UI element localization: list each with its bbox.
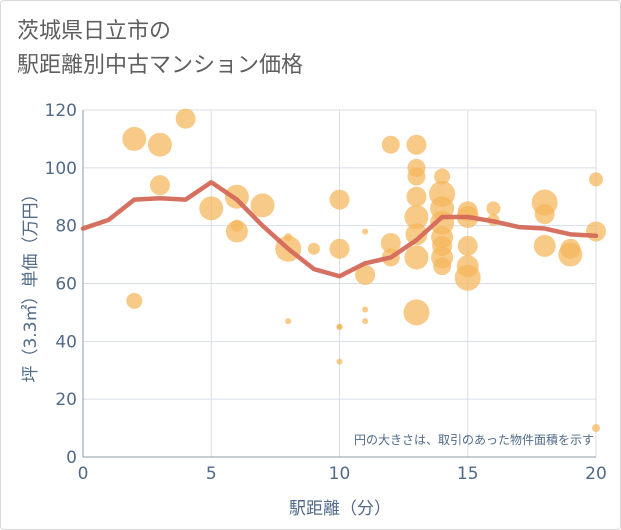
bubble-point bbox=[336, 323, 343, 330]
bubble-point bbox=[126, 292, 143, 309]
bubble-point bbox=[558, 242, 583, 267]
bubble-point bbox=[433, 257, 452, 276]
y-axis-title: 坪（3.3㎡）単価（万円） bbox=[21, 185, 41, 382]
bubble-point bbox=[586, 221, 606, 242]
bubble-point bbox=[404, 204, 429, 229]
y-tick-label: 100 bbox=[45, 159, 77, 179]
x-tick-label: 15 bbox=[457, 464, 479, 484]
bubble-point bbox=[122, 126, 147, 151]
bubble-point bbox=[284, 233, 293, 242]
bubble-point bbox=[285, 318, 292, 325]
average-line bbox=[80, 180, 599, 279]
bubble-point bbox=[407, 167, 426, 186]
chart-note: 円の大きさは、取引のあった物件面積を示す bbox=[354, 432, 594, 447]
y-tick-label: 120 bbox=[45, 101, 77, 121]
average-line-series bbox=[80, 180, 599, 279]
axis-ticks: 0 20 40 60 80 100 120 0 5 10 15 20 bbox=[45, 101, 607, 484]
x-tick-label: 20 bbox=[585, 464, 607, 484]
x-tick-label: 0 bbox=[78, 464, 89, 484]
bubble-point bbox=[329, 189, 350, 210]
bubble-point bbox=[434, 168, 451, 185]
chart-title-line1: 茨城県日立市の bbox=[17, 19, 172, 44]
x-axis-title: 駅距離（分） bbox=[289, 499, 391, 519]
bubble-point bbox=[307, 242, 320, 255]
bubble-point bbox=[592, 424, 600, 433]
bubble-point bbox=[147, 132, 172, 157]
x-tick-label: 5 bbox=[206, 464, 217, 484]
bubble-point bbox=[406, 186, 427, 207]
grid-lines bbox=[82, 109, 597, 458]
bubble-point bbox=[403, 299, 430, 326]
bubble-point bbox=[380, 233, 401, 254]
bubble-point bbox=[533, 234, 556, 257]
bubble-point bbox=[336, 358, 343, 365]
bubble-point bbox=[457, 235, 478, 256]
bubble-point bbox=[486, 201, 501, 216]
bubble-point bbox=[362, 318, 369, 325]
bubble-point bbox=[406, 134, 427, 155]
bubble-series bbox=[122, 108, 606, 433]
bubble-point bbox=[250, 193, 275, 218]
x-tick-label: 10 bbox=[329, 464, 351, 484]
y-tick-label: 80 bbox=[55, 217, 77, 237]
chart-title-line2: 駅距離別中古マンション価格 bbox=[17, 53, 304, 78]
bubble-point bbox=[362, 228, 369, 235]
y-tick-label: 60 bbox=[55, 275, 77, 295]
y-tick-label: 40 bbox=[55, 332, 77, 352]
bubble-point bbox=[589, 172, 603, 187]
y-tick-label: 0 bbox=[66, 448, 77, 468]
bubble-point bbox=[175, 108, 196, 129]
bubble-point bbox=[404, 245, 429, 270]
bubble-point bbox=[329, 238, 350, 259]
bubble-point bbox=[199, 196, 224, 221]
bubble-point bbox=[355, 264, 376, 285]
y-tick-label: 20 bbox=[55, 390, 77, 410]
bubble-point bbox=[454, 264, 481, 291]
chart-title: 茨城県日立市の 駅距離別中古マンション価格 bbox=[17, 15, 303, 83]
bubble-point bbox=[534, 204, 555, 225]
bubble-point bbox=[405, 223, 428, 246]
bubble-point bbox=[381, 135, 400, 154]
bubble-point bbox=[149, 175, 170, 196]
bubble-point bbox=[362, 306, 369, 313]
bubble-point bbox=[230, 219, 243, 232]
